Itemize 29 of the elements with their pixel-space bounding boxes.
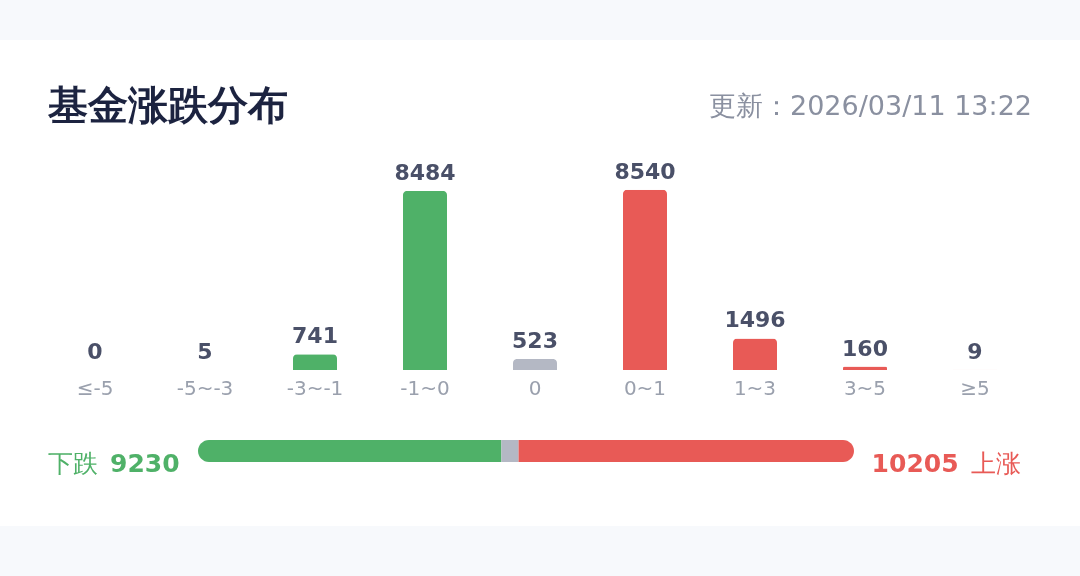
x-tick-label: ≤-5	[76, 375, 114, 400]
x-tick-label: ≥5	[960, 375, 990, 400]
data-label: 9230	[110, 449, 180, 478]
bar	[513, 358, 557, 370]
data-label: 523	[512, 327, 558, 353]
x-tick-label: 3~5	[843, 375, 887, 400]
chart-subtitle: 更新：2026/03/11 13:22	[708, 88, 1032, 123]
text: 下跌	[48, 448, 98, 480]
x-tick-label: -5~-3	[176, 375, 234, 400]
data-label: 0	[87, 339, 103, 364]
x-tick-label: 0	[528, 375, 542, 400]
data-label: 8484	[394, 159, 456, 185]
text: 上涨	[970, 448, 1021, 480]
x-tick-label: 0~1	[623, 375, 667, 400]
data-label: 741	[292, 323, 338, 349]
data-label: 1496	[724, 307, 786, 333]
data-label: 10205	[871, 449, 959, 478]
bar	[403, 190, 447, 370]
bar	[733, 338, 777, 370]
data-label: 8540	[614, 158, 676, 184]
x-tick-label: -3~-1	[286, 375, 344, 400]
bar	[623, 189, 667, 370]
data-label: 5	[197, 338, 213, 364]
chart-title: 基金涨跌分布	[48, 81, 288, 130]
x-tick-label: 1~3	[733, 375, 777, 400]
x-tick-label: -1~0	[400, 375, 450, 400]
bar	[293, 354, 337, 370]
data-label: 9	[967, 338, 983, 364]
data-label: 160	[842, 335, 888, 361]
